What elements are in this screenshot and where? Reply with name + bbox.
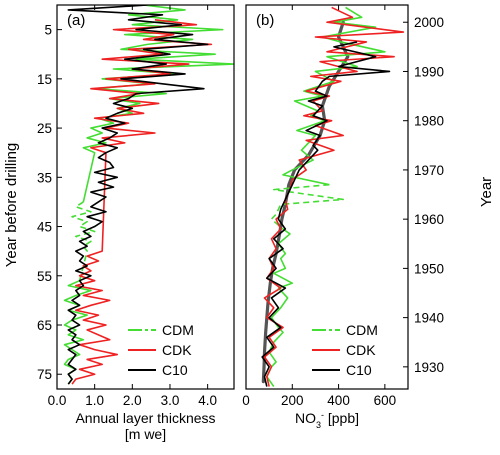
panel-label: (a) (67, 12, 85, 29)
left-y-axis-label: Year before drilling (3, 143, 20, 268)
x-axis-unit-label: [m we] (125, 426, 166, 442)
y-tick-label: 1990 (414, 64, 444, 79)
y-tick-label: 1980 (414, 114, 444, 129)
plot-frame (245, 4, 409, 390)
x-axis-label: Annual layer thickness (75, 410, 215, 426)
plot-area (63, 5, 234, 385)
y-tick-label: 1930 (414, 360, 444, 375)
y-tick-label: 65 (37, 318, 52, 333)
x-tick-label: 3.0 (161, 393, 180, 408)
x-tick-label: 0 (242, 393, 250, 408)
series-line-cdk (263, 6, 405, 387)
x-axis-label: NO3- [ppb] (295, 410, 359, 430)
y-tick-label: 45 (37, 220, 52, 235)
plot-area (261, 6, 405, 387)
x-tick-label: 600 (374, 393, 397, 408)
panel-b: 0 200 400 600 2000 1990 1980 1970 1960 1950 1940 19… (242, 4, 444, 430)
plot-frame (56, 4, 235, 390)
series-line-c10 (67, 5, 209, 385)
legend-label-cdk: CDK (346, 342, 376, 358)
legend-label-cdm: CDM (346, 322, 378, 338)
y-tick-label: 75 (37, 367, 52, 382)
series-line-cdm (270, 183, 345, 230)
y-tick-label: 5 (44, 23, 52, 38)
y-tick-label: 1960 (414, 212, 444, 227)
series-line-cdm (266, 228, 294, 387)
x-tick-label: 1.0 (85, 393, 104, 408)
legend-label-cdm: CDM (162, 322, 194, 338)
x-tick-label: 2.0 (123, 393, 142, 408)
series-line-c10 (261, 41, 391, 387)
panel-label: (b) (256, 12, 274, 29)
legend-label-cdk: CDK (162, 342, 192, 358)
y-tick-label: 1950 (414, 261, 444, 276)
series-line-cdk (71, 18, 213, 385)
y-tick-label: 15 (37, 72, 52, 87)
y-tick-label: 2000 (414, 15, 444, 30)
y-tick-label: 1940 (414, 311, 444, 326)
x-tick-label: 200 (281, 393, 304, 408)
legend-label-c10: C10 (162, 362, 188, 378)
panel-a: 0.0 1.0 2.0 3.0 4.0 5 15 25 35 45 55 65 75 (a) CDM CDK C… (37, 4, 235, 442)
series-line-cdm (71, 201, 96, 281)
x-tick-label: 0.0 (48, 393, 67, 408)
legend-label-c10: C10 (346, 362, 372, 378)
y-tick-label: 25 (37, 121, 52, 136)
y-tick-label: 1970 (414, 163, 444, 178)
y-tick-label: 55 (37, 269, 52, 284)
right-y-axis-label: Year (478, 177, 495, 207)
x-tick-label: 400 (327, 393, 350, 408)
x-tick-label: 4.0 (198, 393, 217, 408)
y-tick-label: 35 (37, 170, 52, 185)
